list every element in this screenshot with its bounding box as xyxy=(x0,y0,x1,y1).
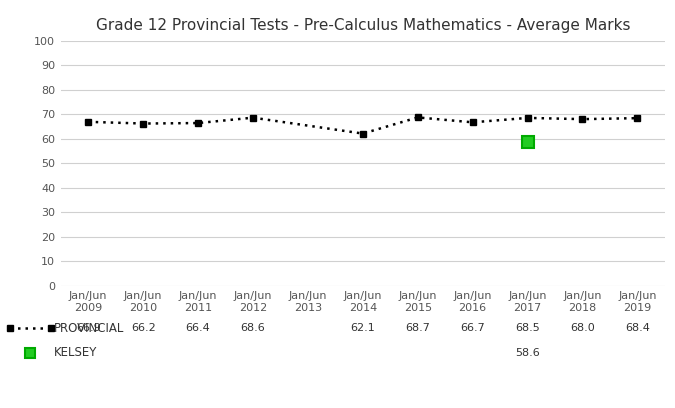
Text: 68.5: 68.5 xyxy=(515,324,540,333)
Text: PROVINCIAL: PROVINCIAL xyxy=(54,322,124,335)
Text: KELSEY: KELSEY xyxy=(54,346,97,359)
Text: 68.4: 68.4 xyxy=(625,324,650,333)
Text: 66.9: 66.9 xyxy=(76,324,101,333)
Text: 68.7: 68.7 xyxy=(405,324,430,333)
Text: 66.4: 66.4 xyxy=(186,324,211,333)
Text: 58.6: 58.6 xyxy=(515,348,540,358)
Text: 66.2: 66.2 xyxy=(131,324,155,333)
Text: 68.0: 68.0 xyxy=(570,324,595,333)
Text: 62.1: 62.1 xyxy=(350,324,375,333)
Title: Grade 12 Provincial Tests - Pre-Calculus Mathematics - Average Marks: Grade 12 Provincial Tests - Pre-Calculus… xyxy=(96,18,630,33)
Text: 66.7: 66.7 xyxy=(460,324,485,333)
Text: 68.6: 68.6 xyxy=(240,324,265,333)
